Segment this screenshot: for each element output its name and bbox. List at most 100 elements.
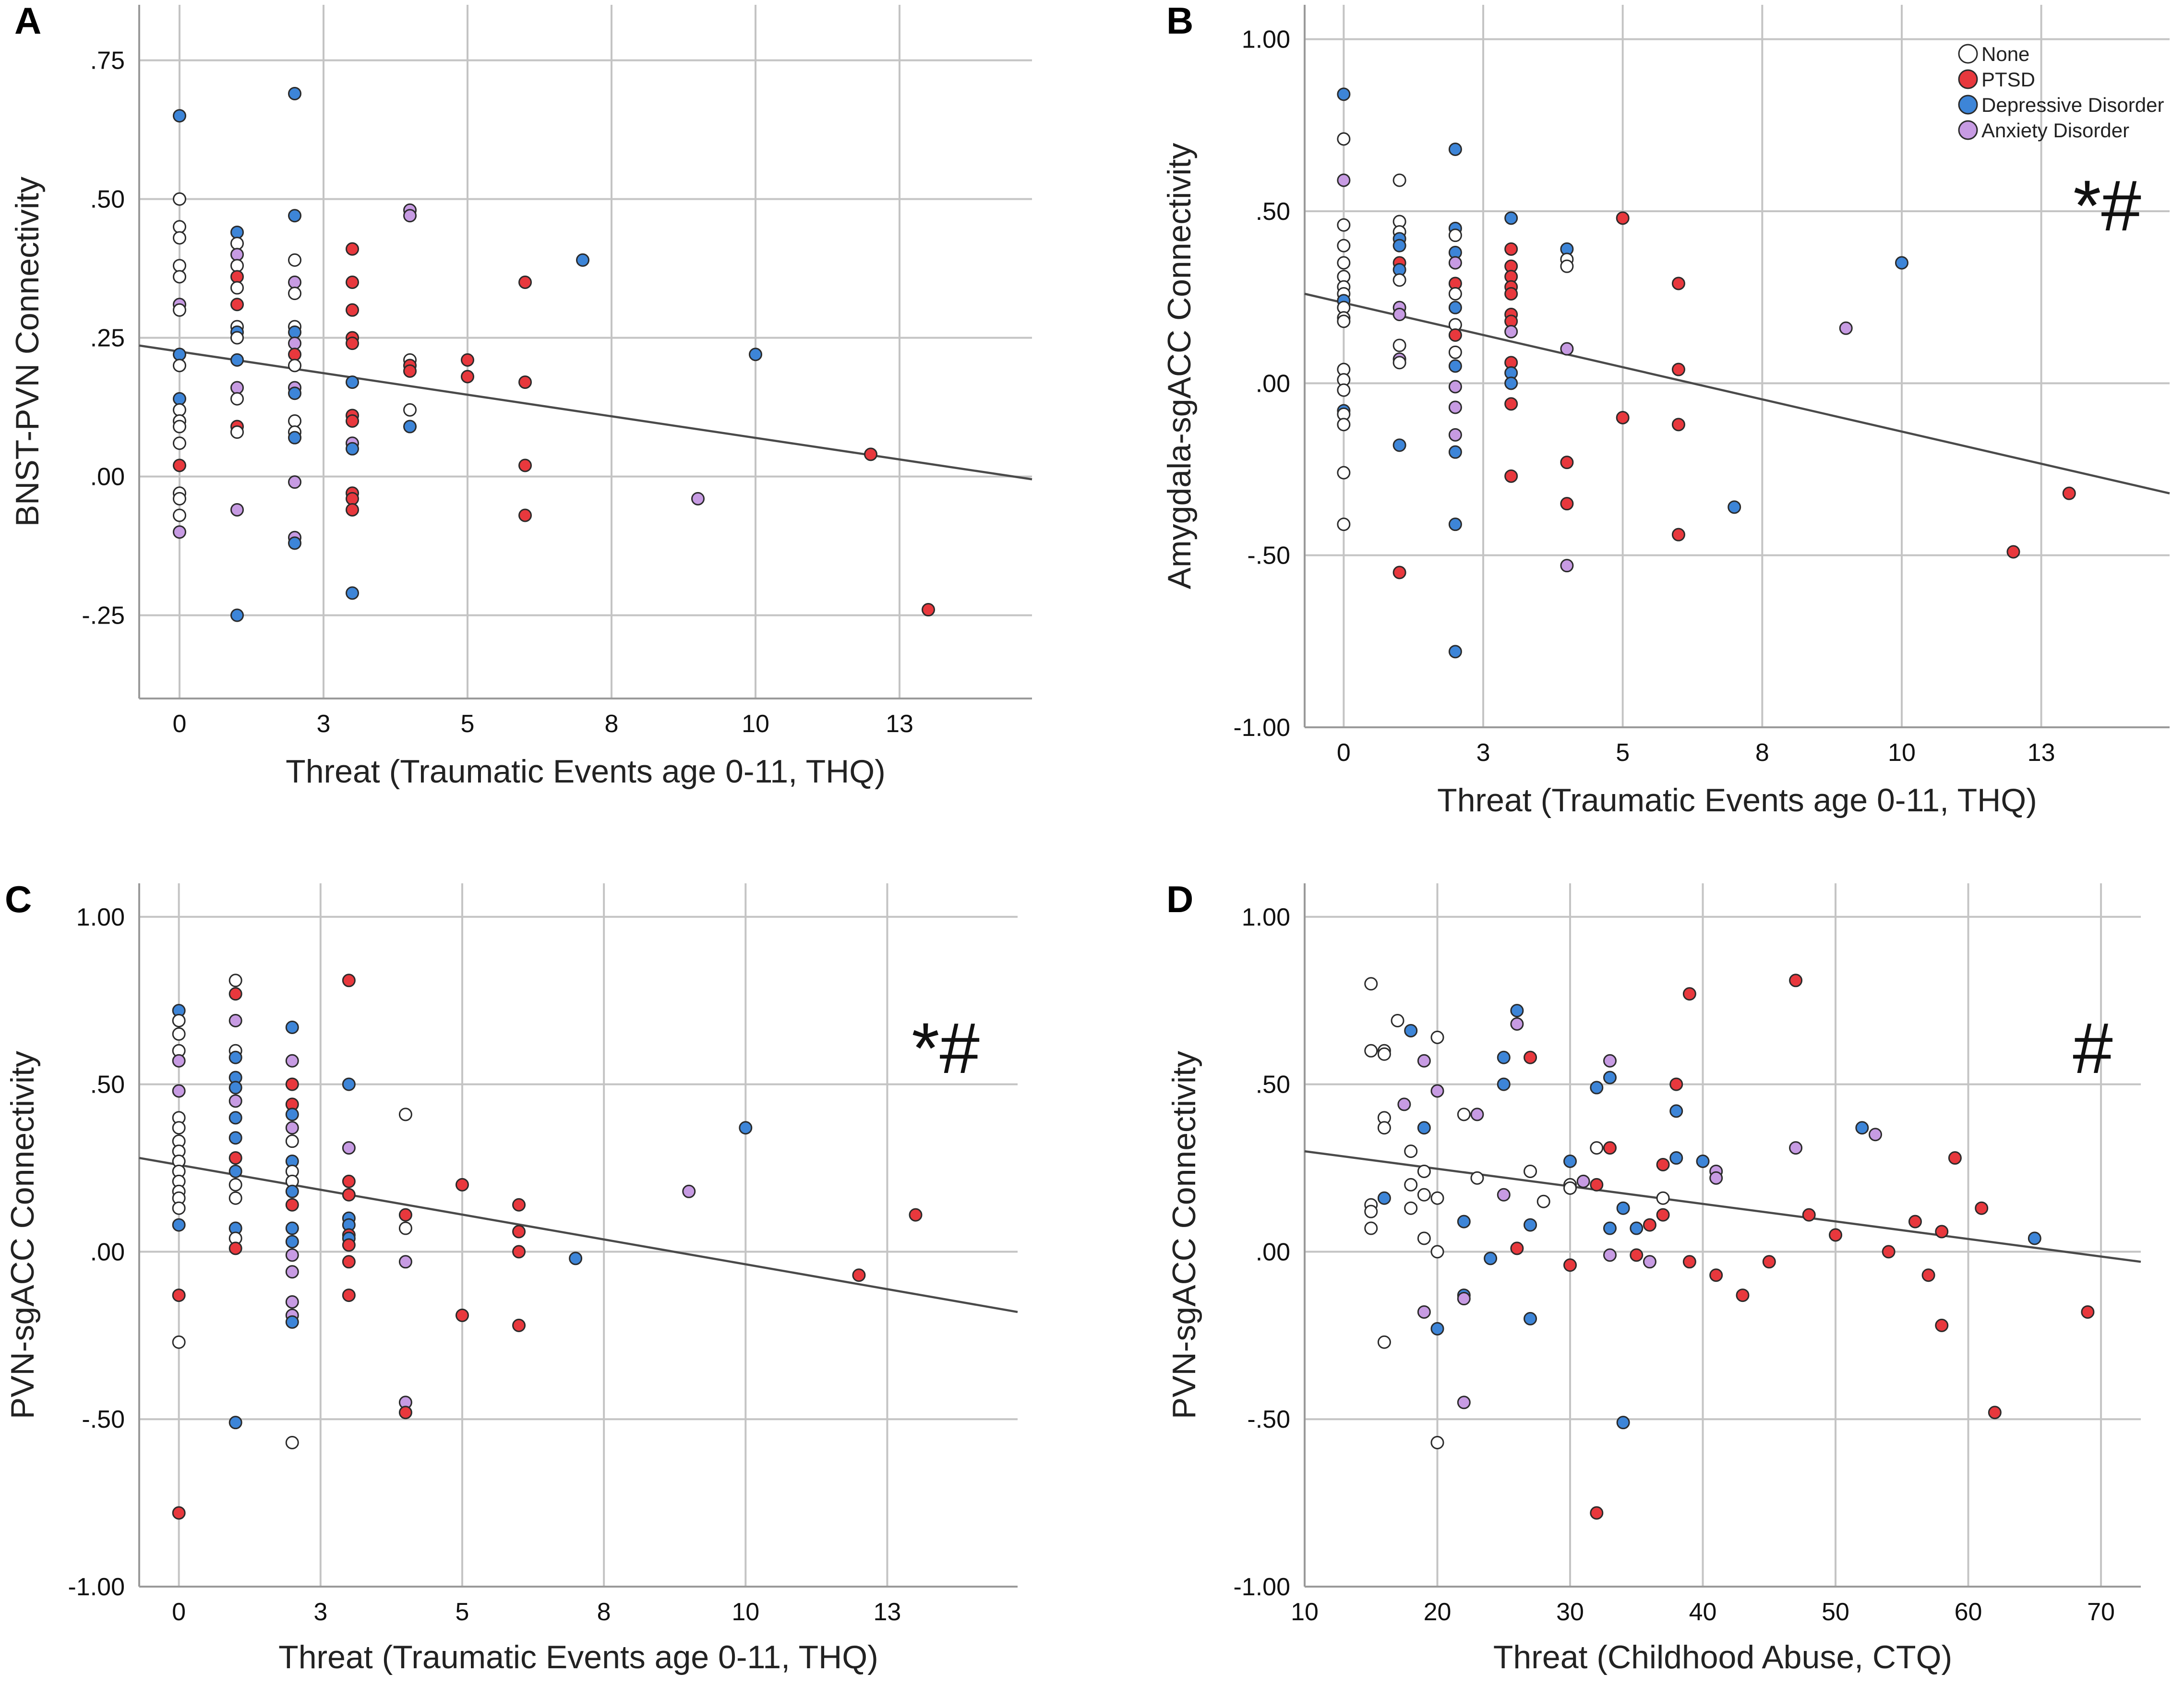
panel-c: C 0 3 5 8 10 13 -1.00 -.50 .00 .50 1.00 Threat (Trau… (4, 878, 1018, 1675)
data-point (1560, 342, 1574, 356)
x-tick-label: 13 (886, 710, 913, 738)
y-axis-label: Amygdala-sgACC Connectivity (1161, 143, 1198, 590)
data-point (1510, 1004, 1524, 1018)
data-point (1417, 1164, 1431, 1178)
data-point (228, 987, 242, 1001)
x-tick-label: 5 (456, 1598, 469, 1626)
data-point (172, 1027, 186, 1041)
data-point (1417, 1054, 1431, 1068)
data-point (403, 364, 417, 378)
data-point (173, 403, 186, 417)
data-point (173, 259, 186, 273)
panel-b: B 0 3 5 8 10 13 -1.00 -.50 .00 .50 1.00 Threat (Trau… (1161, 0, 2170, 819)
y-axis-label: BNST-PVN Connectivity (9, 177, 46, 527)
data-point (1430, 1084, 1444, 1098)
data-point (2006, 545, 2020, 559)
data-point (1448, 428, 1462, 442)
data-point (1337, 256, 1351, 270)
data-point (228, 1094, 242, 1108)
data-point (1448, 256, 1462, 270)
data-point (1590, 1141, 1604, 1155)
data-point (342, 1188, 356, 1202)
data-point (461, 370, 474, 384)
data-point (461, 353, 474, 367)
y-tick-label: .50 (90, 186, 125, 214)
data-point (1696, 1155, 1710, 1168)
data-point (172, 1014, 186, 1028)
data-point (285, 1295, 299, 1309)
data-point (230, 259, 244, 273)
data-point (1603, 1141, 1617, 1155)
data-point (1484, 1252, 1498, 1265)
data-point (1935, 1225, 1949, 1239)
data-point (1392, 173, 1406, 187)
data-point (1337, 314, 1351, 328)
data-point (346, 375, 359, 389)
data-point (1430, 1191, 1444, 1205)
data-point (230, 608, 244, 622)
data-point (1616, 411, 1630, 424)
y-tick-label: -.50 (1247, 1406, 1290, 1433)
data-point (1430, 1245, 1444, 1259)
y-tick-label: -1.00 (68, 1573, 125, 1601)
data-point (1603, 1221, 1617, 1235)
data-point (1839, 321, 1853, 335)
x-tick-label: 5 (461, 710, 475, 738)
x-tick-label: 0 (1337, 739, 1351, 767)
data-point (173, 270, 186, 284)
data-point (749, 348, 762, 361)
data-point (398, 1108, 412, 1121)
data-point (228, 1050, 242, 1064)
data-point (172, 1201, 186, 1215)
data-point (1430, 1436, 1444, 1450)
data-point (173, 508, 186, 522)
data-point (1448, 229, 1462, 242)
data-point (172, 1121, 186, 1135)
data-point (228, 1081, 242, 1095)
data-point (1337, 518, 1351, 531)
y-tick-label: .50 (90, 1071, 125, 1099)
data-point (288, 276, 301, 289)
data-point (1392, 308, 1406, 321)
data-point (1364, 1204, 1378, 1218)
data-point (285, 1054, 299, 1068)
data-point (398, 1208, 412, 1222)
x-tick-label: 70 (2087, 1598, 2115, 1626)
x-tick-label: 0 (172, 1598, 186, 1626)
data-point (1417, 1188, 1431, 1202)
data-point (1392, 566, 1406, 579)
data-point (228, 1178, 242, 1192)
x-tick-label: 10 (1888, 739, 1916, 767)
data-point (173, 192, 186, 206)
data-point (230, 270, 244, 284)
data-point (1829, 1228, 1843, 1242)
data-point (1337, 239, 1351, 253)
data-point (346, 442, 359, 456)
data-point (1337, 173, 1351, 187)
data-point (1337, 218, 1351, 232)
data-point (1669, 1077, 1683, 1091)
data-point (346, 492, 359, 506)
data-point (1671, 418, 1685, 432)
y-tick-label: -1.00 (1233, 714, 1290, 742)
x-axis-label: Threat (Traumatic Events age 0-11, THQ) (278, 1639, 878, 1675)
data-point (1616, 1201, 1630, 1215)
data-point (1504, 325, 1518, 338)
data-point (285, 1134, 299, 1148)
data-point (518, 276, 532, 289)
data-point (518, 458, 532, 472)
data-point (1630, 1248, 1644, 1262)
data-point (173, 220, 186, 234)
data-point (1504, 397, 1518, 411)
data-point (1630, 1221, 1644, 1235)
data-point (1671, 528, 1685, 542)
data-point (1392, 239, 1406, 253)
data-point (922, 603, 935, 617)
data-point (1643, 1255, 1656, 1269)
data-point (230, 248, 244, 262)
data-point (285, 1436, 299, 1450)
data-point (691, 492, 705, 506)
y-tick-label: 1.00 (76, 903, 125, 931)
data-point (230, 381, 244, 395)
data-point (342, 1255, 356, 1269)
